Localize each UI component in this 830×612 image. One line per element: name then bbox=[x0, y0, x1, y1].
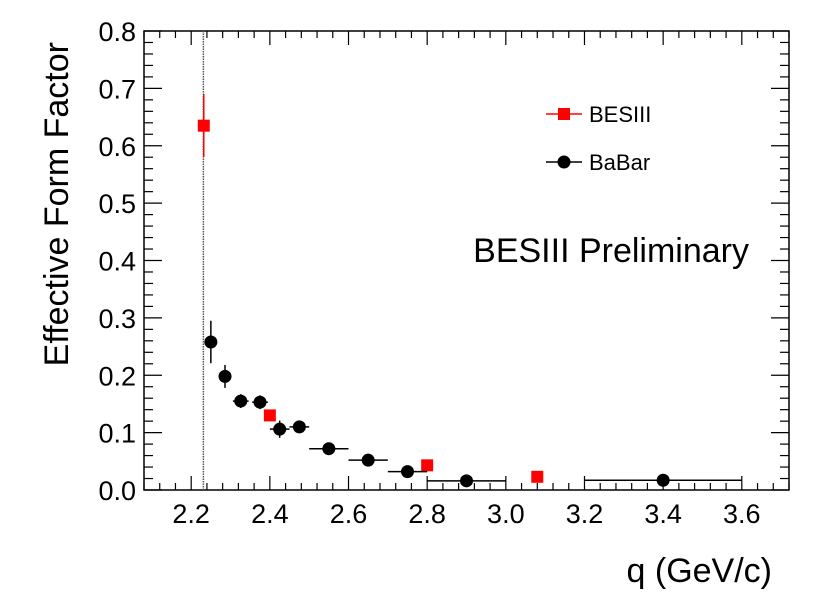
x-tick-label: 3.6 bbox=[723, 499, 761, 529]
series-layer bbox=[197, 94, 742, 488]
legend-besiii-marker bbox=[558, 108, 570, 120]
y-tick-label: 0.2 bbox=[98, 361, 136, 391]
legend-babar-marker bbox=[557, 155, 571, 169]
besiii-point bbox=[531, 470, 544, 483]
x-tick-label: 2.6 bbox=[330, 499, 368, 529]
babar-point bbox=[361, 453, 375, 467]
preliminary-annotation: BESIII Preliminary bbox=[473, 232, 749, 270]
y-tick-label: 0.0 bbox=[98, 476, 136, 506]
legend-besiii-label: BESIII bbox=[589, 102, 651, 127]
x-tick-label: 3.2 bbox=[566, 499, 604, 529]
babar-point bbox=[401, 465, 415, 479]
y-tick-label: 0.5 bbox=[98, 189, 136, 219]
x-tick-label: 2.2 bbox=[172, 499, 210, 529]
babar-point bbox=[218, 369, 232, 383]
y-axis-ticks: 0.0 0.1 0.2 0.3 0.4 0.5 0.6 0.7 0.8 bbox=[98, 17, 789, 506]
x-tick-label: 3.4 bbox=[644, 499, 682, 529]
besiii-point bbox=[197, 119, 210, 132]
babar-point bbox=[204, 335, 218, 349]
x-tick-label: 3.0 bbox=[487, 499, 525, 529]
y-tick-label: 0.1 bbox=[98, 419, 136, 449]
series-besiii bbox=[197, 94, 544, 483]
series-babar bbox=[204, 320, 742, 488]
babar-point bbox=[656, 473, 670, 487]
x-axis-title: q (GeV/c) bbox=[627, 552, 772, 590]
babar-point bbox=[322, 442, 336, 456]
babar-point bbox=[253, 395, 267, 409]
y-tick-label: 0.6 bbox=[98, 132, 136, 162]
babar-point bbox=[273, 422, 287, 436]
legend: BESIII BaBar bbox=[546, 102, 651, 175]
besiii-point bbox=[421, 459, 434, 472]
besiii-point bbox=[263, 409, 276, 422]
y-tick-label: 0.8 bbox=[98, 17, 136, 47]
legend-babar-label: BaBar bbox=[589, 150, 650, 175]
y-tick-label: 0.4 bbox=[98, 247, 136, 277]
babar-point bbox=[292, 420, 306, 434]
babar-point bbox=[460, 474, 473, 488]
y-tick-label: 0.7 bbox=[98, 74, 136, 104]
babar-point bbox=[234, 394, 248, 408]
x-tick-label: 2.4 bbox=[251, 499, 289, 529]
y-tick-label: 0.3 bbox=[98, 304, 136, 334]
x-tick-label: 2.8 bbox=[408, 499, 446, 529]
y-axis-title: Effective Form Factor bbox=[38, 42, 76, 366]
x-axis-ticks: 2.2 2.4 2.6 2.8 3.0 3.2 3.4 3.6 bbox=[143, 31, 790, 529]
